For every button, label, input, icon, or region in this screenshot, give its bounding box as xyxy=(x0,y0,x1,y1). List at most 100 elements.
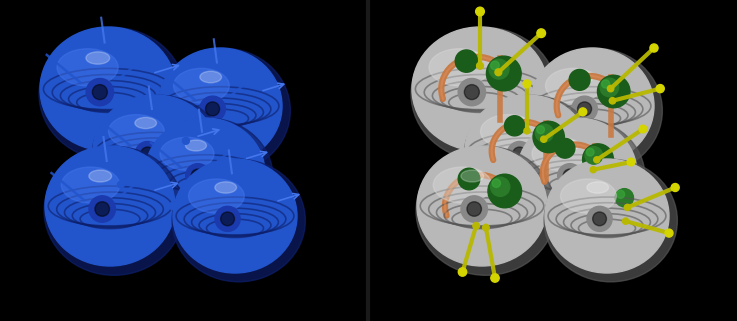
Ellipse shape xyxy=(545,68,601,103)
Ellipse shape xyxy=(587,182,609,193)
Circle shape xyxy=(475,7,484,16)
Circle shape xyxy=(186,164,210,188)
Circle shape xyxy=(206,102,220,116)
Circle shape xyxy=(67,123,74,130)
Circle shape xyxy=(600,78,618,97)
Circle shape xyxy=(607,85,614,92)
Circle shape xyxy=(486,56,521,91)
Circle shape xyxy=(598,75,630,108)
Circle shape xyxy=(86,78,113,106)
Circle shape xyxy=(601,80,609,88)
Ellipse shape xyxy=(532,137,586,170)
Ellipse shape xyxy=(433,167,492,203)
Ellipse shape xyxy=(516,118,645,237)
Ellipse shape xyxy=(411,27,557,160)
Ellipse shape xyxy=(92,95,226,216)
Circle shape xyxy=(535,124,553,142)
Circle shape xyxy=(656,84,664,93)
Ellipse shape xyxy=(200,71,222,83)
Circle shape xyxy=(569,69,590,90)
Circle shape xyxy=(458,168,480,190)
Circle shape xyxy=(92,85,108,100)
Ellipse shape xyxy=(158,48,282,164)
Circle shape xyxy=(587,148,594,156)
Circle shape xyxy=(477,62,483,69)
Circle shape xyxy=(71,239,78,246)
Circle shape xyxy=(579,108,587,116)
Ellipse shape xyxy=(530,48,654,164)
Circle shape xyxy=(491,61,499,70)
Circle shape xyxy=(183,137,189,144)
Ellipse shape xyxy=(173,159,297,273)
Ellipse shape xyxy=(86,52,110,64)
Circle shape xyxy=(215,206,240,231)
Ellipse shape xyxy=(173,68,229,103)
Circle shape xyxy=(461,196,487,222)
Ellipse shape xyxy=(57,49,118,86)
Ellipse shape xyxy=(61,167,119,203)
Ellipse shape xyxy=(461,170,483,182)
Circle shape xyxy=(572,96,597,122)
Circle shape xyxy=(665,229,673,237)
Ellipse shape xyxy=(481,115,537,148)
Circle shape xyxy=(95,202,110,216)
Circle shape xyxy=(578,102,592,116)
Ellipse shape xyxy=(135,117,156,129)
Circle shape xyxy=(464,85,479,100)
Circle shape xyxy=(624,204,631,211)
Circle shape xyxy=(513,147,526,160)
Circle shape xyxy=(671,184,680,192)
Circle shape xyxy=(617,190,625,198)
Circle shape xyxy=(89,196,116,222)
Circle shape xyxy=(505,116,525,136)
Circle shape xyxy=(524,128,530,134)
Ellipse shape xyxy=(412,27,548,151)
Circle shape xyxy=(627,158,635,166)
Circle shape xyxy=(191,169,204,182)
Ellipse shape xyxy=(429,49,490,86)
Circle shape xyxy=(523,80,531,88)
Ellipse shape xyxy=(186,140,206,151)
Ellipse shape xyxy=(529,48,663,173)
Ellipse shape xyxy=(544,159,677,282)
Ellipse shape xyxy=(507,117,528,129)
Circle shape xyxy=(483,224,489,231)
Circle shape xyxy=(584,180,605,201)
Circle shape xyxy=(200,96,226,122)
Ellipse shape xyxy=(545,159,669,273)
Ellipse shape xyxy=(416,146,556,275)
Circle shape xyxy=(537,126,545,134)
Circle shape xyxy=(491,274,499,282)
Circle shape xyxy=(489,59,509,79)
Ellipse shape xyxy=(93,95,217,207)
Ellipse shape xyxy=(417,146,547,266)
Circle shape xyxy=(533,121,565,153)
Ellipse shape xyxy=(465,95,589,207)
Ellipse shape xyxy=(189,179,244,213)
Circle shape xyxy=(594,157,600,163)
Circle shape xyxy=(467,202,481,216)
Circle shape xyxy=(623,218,629,224)
Ellipse shape xyxy=(108,115,164,148)
Circle shape xyxy=(491,177,510,196)
Ellipse shape xyxy=(561,179,616,213)
Circle shape xyxy=(615,189,634,207)
Circle shape xyxy=(220,212,234,226)
Ellipse shape xyxy=(45,146,175,266)
Circle shape xyxy=(495,69,502,76)
Circle shape xyxy=(117,181,125,188)
Ellipse shape xyxy=(40,27,176,151)
Ellipse shape xyxy=(39,27,185,160)
Ellipse shape xyxy=(464,95,598,216)
Ellipse shape xyxy=(160,137,214,170)
Circle shape xyxy=(541,136,547,142)
Circle shape xyxy=(650,44,658,52)
Circle shape xyxy=(458,268,467,276)
Circle shape xyxy=(136,142,160,166)
Circle shape xyxy=(141,147,154,160)
Circle shape xyxy=(488,174,522,208)
Circle shape xyxy=(537,29,545,38)
Ellipse shape xyxy=(572,71,593,83)
Circle shape xyxy=(609,98,615,104)
Circle shape xyxy=(458,78,486,106)
